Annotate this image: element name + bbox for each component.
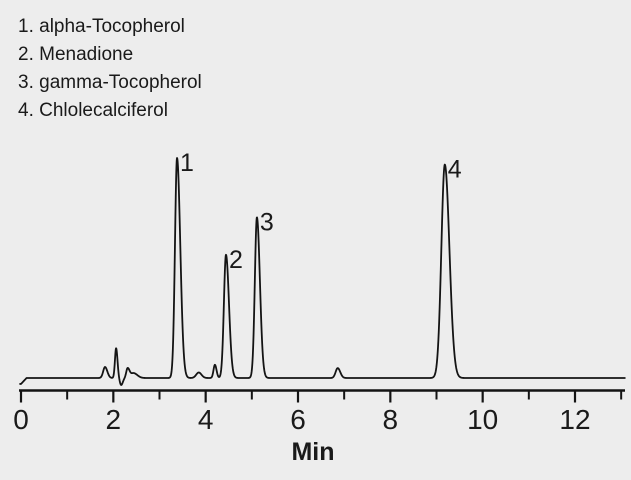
legend-item-4: 4. Chlolecalciferol (18, 100, 168, 121)
legend-item-2: 2. Menadione (18, 44, 134, 65)
peak-label-4: 4 (448, 156, 462, 184)
x-axis-tick-label: 10 (467, 404, 498, 435)
legend-item-3: 3. gamma-Tocopherol (18, 72, 202, 93)
peak-label-2: 2 (229, 246, 243, 274)
x-axis-tick-label: 4 (198, 404, 214, 435)
x-axis-tick-label: 6 (290, 404, 306, 435)
peak-label-3: 3 (260, 208, 274, 236)
x-axis-tick-label: 12 (559, 404, 590, 435)
chromatogram-trace (19, 157, 626, 386)
legend-item-1: 1. alpha-Tocopherol (18, 16, 185, 37)
peak-label-1: 1 (180, 149, 194, 177)
x-axis-tick-label: 0 (13, 404, 29, 435)
peak-legend: 1. alpha-Tocopherol 2. Menadione 3. gamm… (18, 13, 202, 125)
x-axis-label: Min (291, 438, 335, 466)
x-axis-tick-label: 2 (106, 404, 122, 435)
x-axis-tick-label: 8 (383, 404, 399, 435)
